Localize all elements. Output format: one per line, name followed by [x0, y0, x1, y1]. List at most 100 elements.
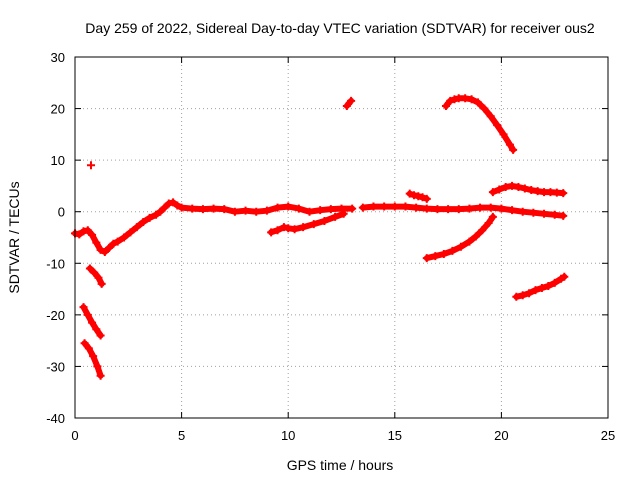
data-point	[518, 207, 527, 216]
data-point	[316, 206, 325, 215]
data-point	[105, 243, 114, 252]
data-point	[465, 237, 474, 246]
data-point	[120, 233, 129, 242]
data-point	[75, 230, 84, 239]
data-point	[380, 202, 389, 211]
data-point	[273, 226, 282, 235]
data-point	[84, 344, 93, 353]
data-point	[169, 198, 178, 207]
data-point	[405, 189, 414, 198]
data-point	[488, 188, 497, 197]
data-point	[109, 239, 118, 248]
data-point	[444, 205, 453, 214]
series-early-arc-1	[85, 264, 106, 288]
data-point	[520, 184, 529, 193]
data-point	[339, 209, 348, 218]
y-tick-label: 30	[51, 50, 65, 65]
data-point	[83, 226, 92, 235]
data-point	[484, 219, 493, 228]
data-point	[96, 371, 105, 380]
data-point	[514, 182, 523, 191]
data-point	[139, 218, 148, 227]
y-axis-label: SDTVAR / TECUs	[6, 181, 22, 293]
data-point	[559, 189, 568, 198]
data-point	[531, 286, 540, 295]
data-point	[544, 281, 553, 290]
data-point	[401, 202, 410, 211]
series-early-dot	[86, 161, 95, 170]
data-point	[220, 205, 229, 214]
series-rising-arc	[422, 212, 497, 263]
series-dip-arc	[267, 209, 348, 237]
data-point	[156, 207, 165, 216]
series-mid-track	[358, 202, 568, 220]
data-point	[508, 181, 517, 190]
x-tick-label: 0	[71, 428, 78, 443]
data-point	[409, 191, 418, 200]
data-point	[550, 278, 559, 287]
data-point	[450, 95, 459, 104]
data-point	[145, 213, 154, 222]
data-point	[454, 205, 463, 214]
series-trace	[423, 213, 496, 262]
series-spike-13h	[342, 96, 356, 110]
data-point	[418, 193, 427, 202]
data-point	[456, 242, 465, 251]
data-point	[478, 226, 487, 235]
data-point	[533, 187, 542, 196]
data-point	[471, 232, 480, 241]
data-point	[431, 252, 440, 261]
data-point	[537, 284, 546, 293]
data-point	[132, 223, 141, 232]
data-point	[230, 207, 239, 216]
data-point	[422, 204, 431, 213]
data-point	[509, 145, 518, 154]
series-trace	[443, 95, 517, 153]
data-point	[96, 331, 105, 340]
data-point	[467, 95, 476, 104]
data-point	[97, 279, 106, 288]
series-early-arc-2	[79, 303, 105, 340]
y-tick-label: -10	[46, 256, 65, 271]
data-point	[209, 204, 218, 213]
data-point	[92, 238, 101, 247]
data-point	[177, 203, 186, 212]
chart-title: Day 259 of 2022, Sidereal Day-to-day VTE…	[85, 20, 595, 36]
data-point	[473, 98, 482, 107]
x-tick-label: 20	[494, 428, 508, 443]
data-point	[79, 303, 88, 312]
data-point	[267, 228, 276, 237]
data-point	[529, 208, 538, 217]
data-point	[439, 250, 448, 259]
data-point	[422, 194, 431, 203]
series-trace	[268, 210, 347, 236]
y-tick-label: -30	[46, 359, 65, 374]
data-point	[88, 318, 97, 327]
data-point	[486, 112, 495, 121]
data-point	[414, 192, 423, 201]
data-point	[505, 140, 514, 149]
data-point	[465, 204, 474, 213]
data-point	[560, 272, 569, 281]
data-point	[305, 207, 314, 216]
data-point	[412, 203, 421, 212]
series-early-arc-3	[80, 339, 105, 380]
data-point	[284, 224, 293, 233]
y-tick-label: -20	[46, 308, 65, 323]
data-point	[93, 362, 102, 371]
x-axis-label: GPS time / hours	[287, 457, 394, 473]
data-point	[241, 206, 250, 215]
data-point	[86, 161, 95, 170]
y-tick-label: 0	[58, 205, 65, 220]
data-point	[369, 202, 378, 211]
data-point	[550, 210, 559, 219]
data-point	[284, 202, 293, 211]
data-point	[294, 204, 303, 213]
data-point	[299, 223, 308, 232]
data-point	[152, 210, 161, 219]
data-point	[480, 104, 489, 113]
data-point	[493, 121, 502, 130]
data-point	[488, 212, 497, 221]
data-point	[273, 203, 282, 212]
data-point	[441, 101, 450, 110]
